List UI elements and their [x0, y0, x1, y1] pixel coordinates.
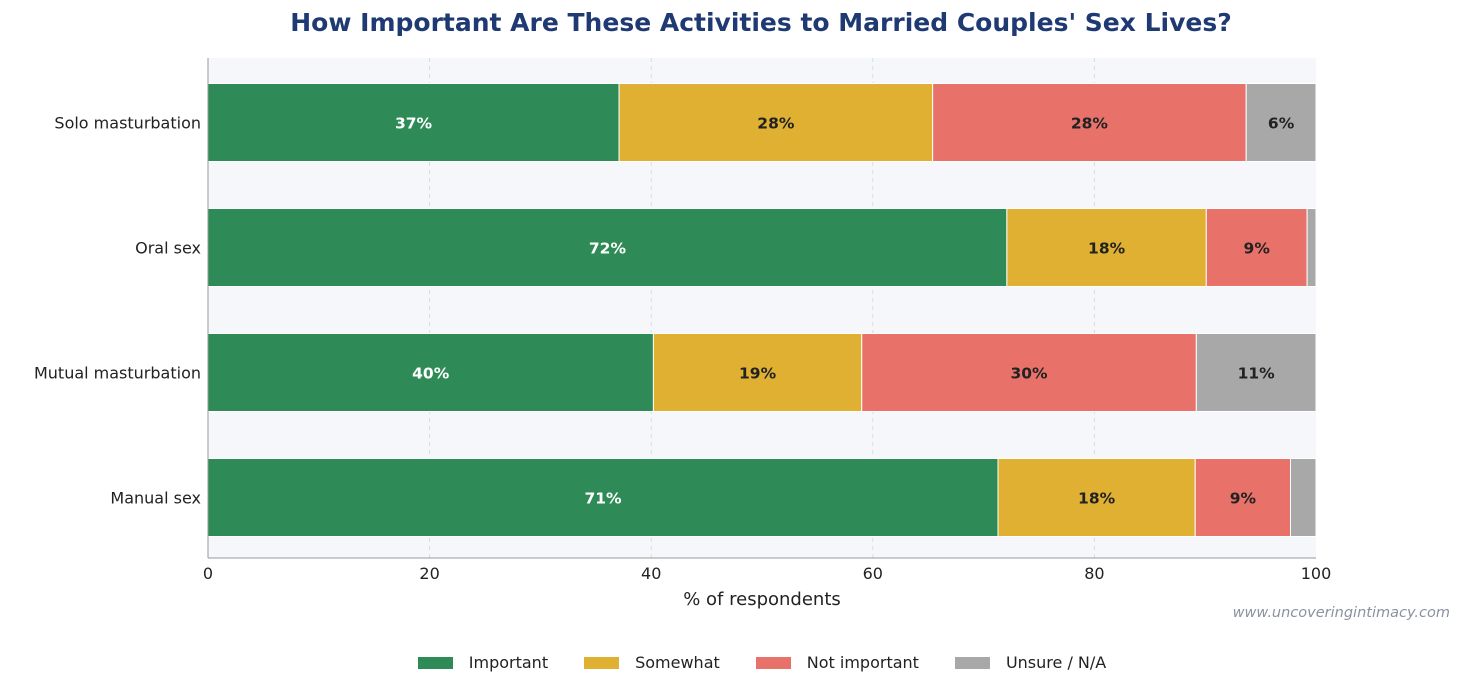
bar-segment [618, 83, 934, 162]
x-tick-label: 60 [863, 564, 883, 583]
bar-segment [1194, 458, 1292, 537]
legend-item: Not important [755, 653, 919, 672]
data-label: 28% [757, 115, 795, 133]
bar-segment [1245, 83, 1317, 162]
bar-segment [207, 333, 654, 412]
legend: Important Somewhat Not important Unsure / N… [0, 653, 1464, 672]
legend-label: Important [468, 653, 549, 672]
legend-swatch [584, 656, 620, 669]
chart-title: How Important Are These Activities to Ma… [290, 8, 1232, 37]
tick-labels: 0 20 40 60 80 100 Solo masturbation Oral sex Mut… [34, 114, 1331, 584]
bar-segment [207, 458, 999, 537]
bar-segment [1006, 208, 1207, 287]
data-label: 19% [739, 365, 777, 383]
axes [207, 58, 1316, 559]
y-category-label: Oral sex [135, 239, 201, 258]
bars [207, 83, 1317, 537]
x-tick-label: 0 [203, 564, 213, 583]
legend-swatch [954, 656, 990, 669]
data-label: 72% [589, 240, 627, 258]
bar-segment [997, 458, 1196, 537]
data-label: 9% [1230, 490, 1257, 508]
legend-item: Important [417, 653, 549, 672]
y-category-label: Mutual masturbation [34, 364, 201, 383]
data-label: 40% [412, 365, 450, 383]
bar-segment [1195, 333, 1317, 412]
legend-swatch [417, 656, 453, 669]
data-label: 6% [1268, 115, 1295, 133]
x-tick-label: 20 [419, 564, 439, 583]
legend-label: Somewhat [635, 653, 720, 672]
bar-segment [1306, 208, 1317, 287]
legend-item: Somewhat [584, 653, 720, 672]
data-label: 11% [1238, 365, 1276, 383]
bar-segment [861, 333, 1197, 412]
data-label: 30% [1010, 365, 1048, 383]
x-tick-label: 100 [1301, 564, 1332, 583]
x-axis-label: % of respondents [683, 589, 841, 610]
legend-swatch [755, 656, 791, 669]
data-label: 9% [1244, 240, 1271, 258]
x-tick-label: 80 [1084, 564, 1104, 583]
data-label: 18% [1088, 240, 1126, 258]
source-watermark: www.uncoveringintimacy.com [1232, 605, 1450, 621]
data-label: 18% [1078, 490, 1116, 508]
bar-labels: 37% 28% 28% 6% 72% 18% 9% 40% 19% 30% 11% 71% 18% 9% [395, 115, 1295, 508]
y-category-label: Solo masturbation [54, 114, 201, 133]
bar-segment [1205, 208, 1308, 287]
bar-segment [207, 83, 620, 162]
bar-segment [1290, 458, 1317, 537]
data-label: 71% [584, 490, 622, 508]
y-category-label: Manual sex [110, 489, 201, 508]
data-label: 28% [1071, 115, 1109, 133]
bar-segment [932, 83, 1247, 162]
x-tick-label: 40 [641, 564, 661, 583]
legend-label: Unsure / N/A [1005, 653, 1107, 672]
legend-label: Not important [806, 653, 919, 672]
data-label: 37% [395, 115, 433, 133]
legend-item: Unsure / N/A [954, 653, 1107, 672]
bar-segment [652, 333, 863, 412]
